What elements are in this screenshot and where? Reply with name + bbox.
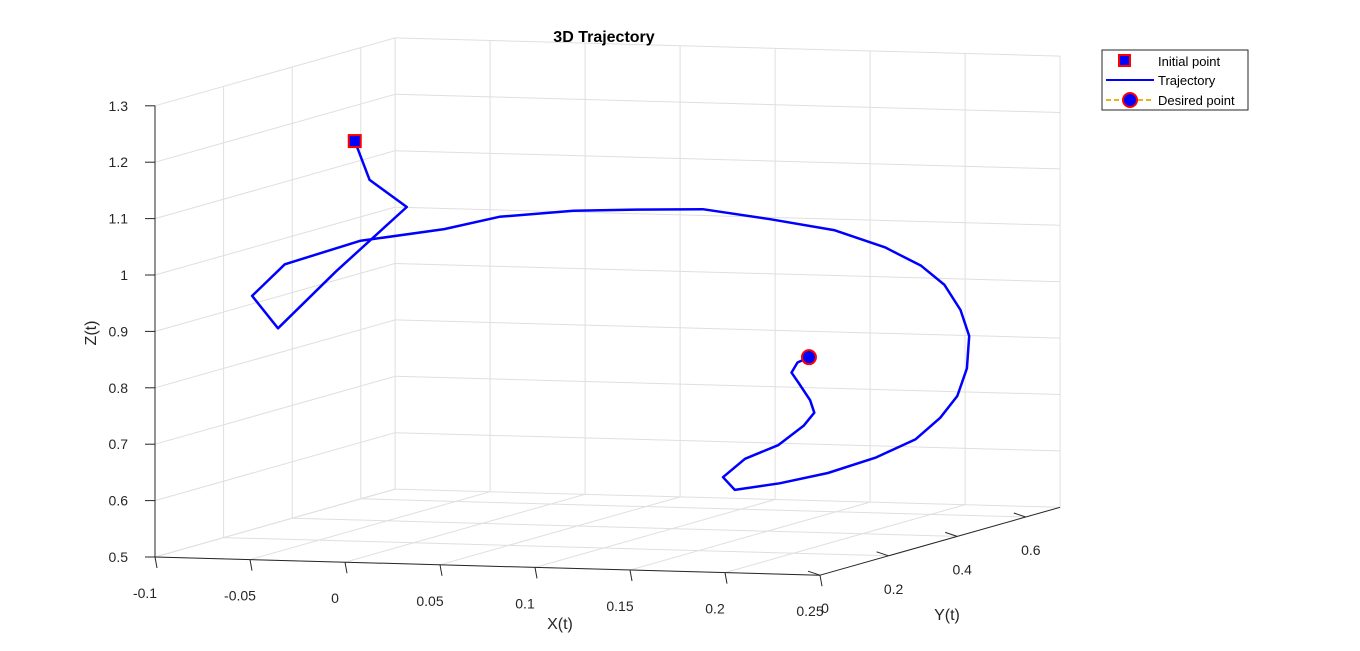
legend-trajectory: Trajectory [1158,73,1216,88]
grid-line [249,491,491,561]
grid-line [395,93,1061,113]
grid-line [360,498,1026,518]
x-tick-label: 0.15 [606,598,633,614]
grid-line [154,488,396,558]
grid-line [154,319,396,389]
legend-desired-marker [1122,92,1138,108]
y-tick-label: 0.6 [1021,542,1041,558]
grid-line [223,537,889,557]
z-tick-label: 1.2 [109,154,129,170]
grid-line [154,206,396,276]
grid-line [395,37,1061,57]
grid-line [154,37,396,107]
trajectory-line [250,140,971,492]
z-tick-label: 0.6 [109,493,129,509]
x-tick-mark [534,567,538,579]
x-tick-mark [819,575,823,587]
x-tick-mark [439,564,443,576]
y-tick-label: 0.2 [884,581,904,597]
x-tick-mark [154,556,158,569]
plot-area [250,134,971,492]
grid-line [629,501,871,571]
x-axis-label: X(t) [547,616,573,633]
legend-initial-point: Initial point [1158,54,1221,69]
y-tick-mark [1013,512,1026,518]
y-axis-line [819,506,1061,576]
x-tick-label: 0.1 [515,595,535,611]
grid-line [395,319,1061,339]
grid-line [395,488,1061,508]
grid-line [534,499,776,568]
z-tick-label: 0.7 [109,436,129,452]
x-tick-label: -0.1 [133,585,157,601]
y-tick-mark [876,551,889,557]
y-tick-label: 0 [821,600,829,616]
grid-line [395,263,1061,283]
z-tick-label: 0.9 [109,323,129,339]
legend: Initial point Trajectory Desired point [1101,49,1249,111]
y-tick-mark [945,531,958,537]
y-axis-label: Y(t) [934,607,960,624]
axes [145,105,1061,587]
x-tick-label: 0.2 [705,601,725,617]
grid-line [154,150,396,220]
x-tick-label: 0.25 [796,603,823,619]
grid-lines [154,37,1061,576]
z-tick-label: 0.8 [109,380,129,396]
x-axis-line [154,556,821,576]
x-tick-mark [344,562,348,574]
grid-line [292,517,958,537]
z-tick-label: 1.3 [109,98,129,114]
x-tick-mark [629,569,633,582]
z-tick-label: 1.1 [109,211,129,227]
grid-line [154,375,396,445]
grid-line [154,263,396,332]
legend-initial-marker [1118,54,1131,67]
x-tick-mark [724,572,728,584]
tick-labels: -0.1 -0.05 0 0.05 0.1 0.15 0.2 0.2500.20.40.60.… [109,98,1041,619]
desired-point-marker [800,349,817,366]
x-tick-label: 0 [331,590,339,606]
y-tick-mark [807,570,821,576]
z-tick-label: 1 [120,267,128,283]
grid-line [724,504,966,574]
grid-line [395,150,1061,170]
x-tick-label: -0.05 [224,588,256,604]
grid-line [439,496,681,566]
grid-line [154,93,396,163]
grid-line [395,432,1061,452]
legend-desired-point: Desired point [1158,93,1235,108]
grid-line [154,432,396,502]
x-tick-label: 0.05 [416,593,443,609]
initial-point-marker [347,134,362,149]
z-tick-label: 0.5 [109,549,129,565]
z-axis-label: Z(t) [83,321,100,346]
chart-title: 3D Trajectory [553,29,654,46]
grid-line [395,375,1061,395]
y-tick-label: 0.4 [952,561,972,577]
x-tick-mark [249,559,253,571]
grid-line [344,493,586,563]
grid-line [395,206,1061,226]
